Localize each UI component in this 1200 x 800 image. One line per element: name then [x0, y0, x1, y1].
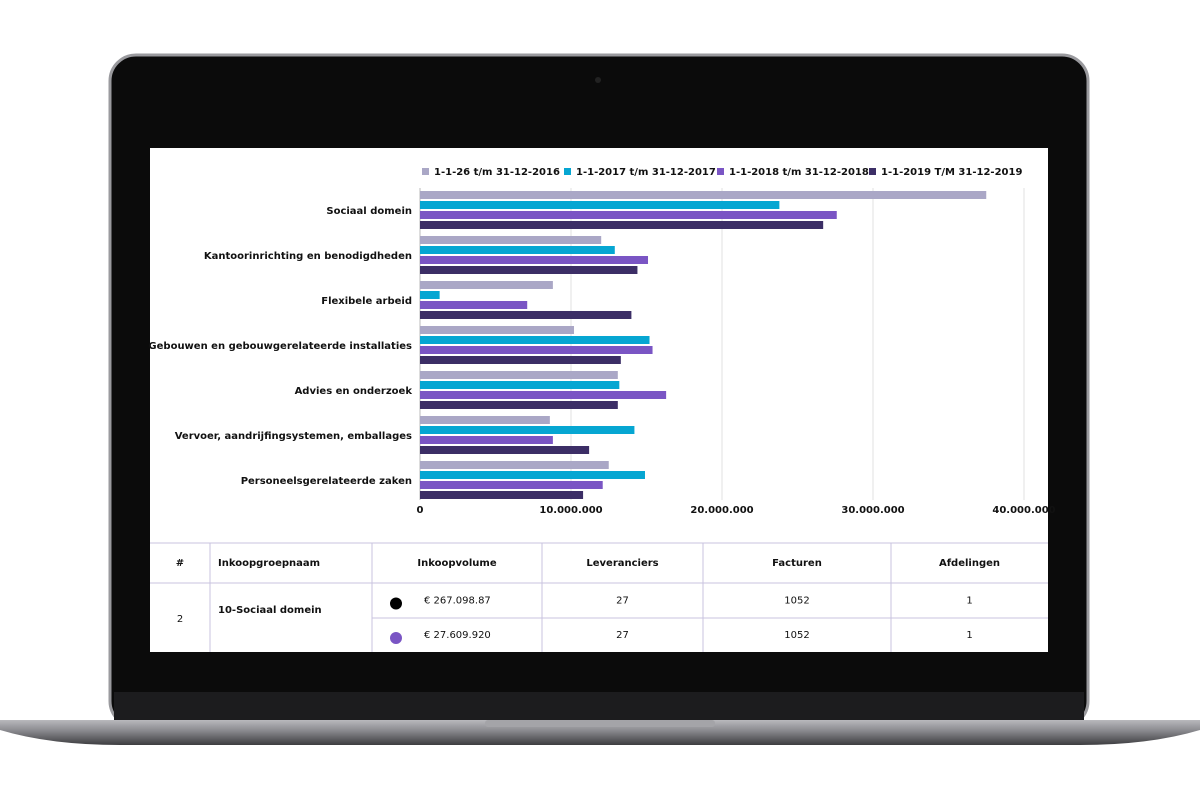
table: # Inkoopgroepnaam Inkoopvolume Leveranciers…: [150, 542, 1048, 652]
bezel-bottom: [114, 692, 1084, 720]
table-header: Facturen: [772, 558, 822, 569]
bar: [420, 211, 837, 219]
row-dot: [390, 632, 402, 644]
bar: [420, 371, 618, 379]
bar: [420, 236, 602, 244]
legend-swatch: [564, 168, 571, 175]
bar: [420, 381, 620, 389]
notch: [485, 720, 715, 727]
legend-label: 1-1-26 t/m 31-12-2016: [434, 167, 560, 178]
x-tick-label: 0: [417, 505, 424, 516]
table-cell: € 27.609.920: [424, 630, 491, 641]
bar: [420, 301, 528, 309]
table-header: Inkoopvolume: [417, 558, 496, 569]
row-name: 10-Sociaal domein: [218, 605, 322, 616]
bar: [420, 336, 650, 344]
y-tick-label: Advies en onderzoek: [295, 386, 413, 397]
table-cell: 1052: [784, 596, 809, 607]
bar: [420, 221, 824, 229]
bar: [420, 246, 615, 254]
bar: [420, 461, 609, 469]
table-header: Leveranciers: [586, 558, 658, 569]
bar: [420, 416, 550, 424]
bar: [420, 481, 603, 489]
table-cell: 1052: [784, 630, 809, 641]
table-header: #: [176, 558, 184, 569]
bar: [420, 191, 987, 199]
chart: 0 10.000.000 20.000.000 30.000.000 40.000.00…: [148, 167, 1055, 516]
table-cell: 27: [616, 630, 629, 641]
bar: [420, 401, 618, 409]
screen: [150, 148, 1048, 652]
legend-swatch: [422, 168, 429, 175]
bar: [420, 426, 635, 434]
legend-label: 1-1-2018 t/m 31-12-2018: [729, 167, 869, 178]
table-header: Afdelingen: [939, 558, 1000, 569]
legend-swatch: [717, 168, 724, 175]
table-cell: 1: [966, 630, 972, 641]
bar: [420, 391, 667, 399]
bar: [420, 471, 645, 479]
bar: [420, 266, 638, 274]
bar: [420, 491, 584, 499]
bar: [420, 281, 553, 289]
table-header: Inkoopgroepnaam: [218, 558, 320, 569]
y-tick-label: Personeelsgerelateerde zaken: [241, 476, 412, 487]
legend-label: 1-1-2019 T/M 31-12-2019: [881, 167, 1022, 178]
y-tick-label: Gebouwen en gebouwgerelateerde installat…: [148, 341, 412, 352]
x-tick-label: 20.000.000: [690, 505, 753, 516]
bar: [420, 346, 653, 354]
table-cell: 1: [966, 596, 972, 607]
y-tick-label: Flexibele arbeid: [321, 296, 412, 307]
bar: [420, 291, 440, 299]
bar: [420, 201, 780, 209]
y-tick-label: Sociaal domein: [326, 206, 412, 217]
legend-label: 1-1-2017 t/m 31-12-2017: [576, 167, 716, 178]
bar: [420, 311, 632, 319]
camera: [595, 77, 601, 83]
row-dot: [390, 597, 402, 610]
table-cell: 27: [616, 596, 629, 607]
bar: [420, 256, 649, 264]
x-tick-label: 30.000.000: [841, 505, 904, 516]
y-tick-label: Kantoorinrichting en benodigdheden: [204, 251, 412, 262]
row-index: 2: [177, 614, 183, 625]
laptop-base: [0, 720, 1200, 745]
bar: [420, 356, 621, 364]
bar: [420, 446, 590, 454]
bar: [420, 326, 575, 334]
legend-swatch: [869, 168, 876, 175]
bar: [420, 436, 553, 444]
table-cell: € 267.098.87: [424, 596, 491, 607]
x-tick-label: 10.000.000: [539, 505, 602, 516]
x-tick-label: 40.000.000: [992, 505, 1055, 516]
y-tick-label: Vervoer, aandrijfingsystemen, emballages: [175, 431, 412, 442]
